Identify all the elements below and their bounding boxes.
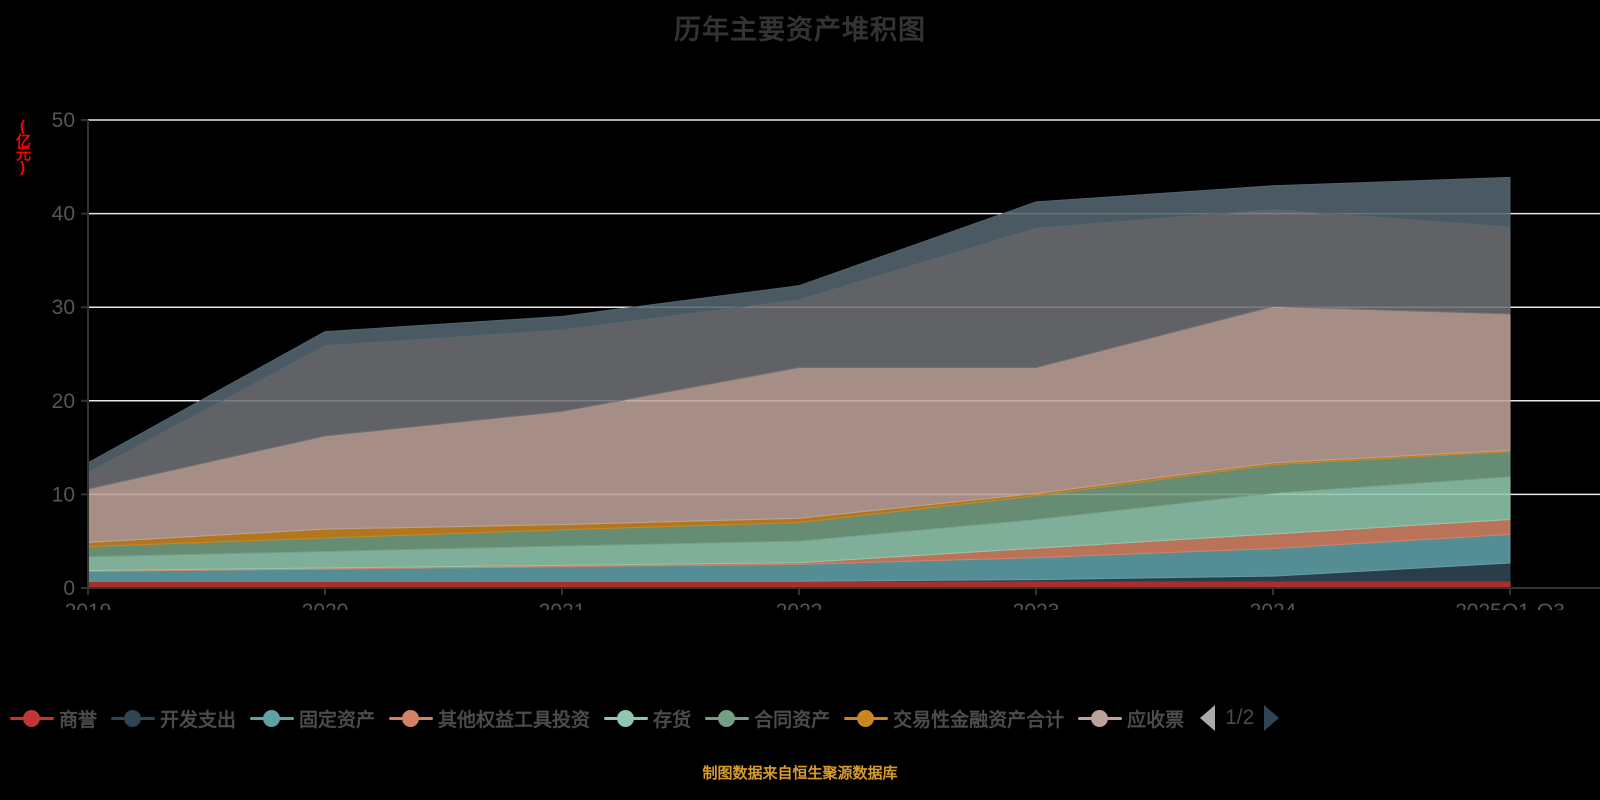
legend-item[interactable]: 开发支出 [111, 705, 236, 732]
y-tick-label: 30 [52, 296, 75, 319]
y-tick-label: 0 [63, 577, 75, 600]
triangle-right-icon[interactable] [1264, 705, 1280, 731]
legend-marker-icon [604, 709, 649, 727]
stacked-area-svg: 0 10 20 30 40 50 2019 2020 2021 2022 2023 2024 2025… [52, 109, 1600, 610]
legend-marker-icon [10, 709, 54, 727]
legend-item[interactable]: 合同资产 [705, 705, 830, 732]
area-series-group[interactable] [87, 176, 1511, 589]
legend-marker-icon [111, 709, 156, 727]
axis-lines [87, 120, 1600, 589]
legend[interactable]: 商誉 开发支出 固定资产 其他权益工具投资 存货 合同资产 交易性金融资产合计 应收票 1/2 [0, 698, 1600, 738]
legend-item-label: 商誉 [59, 709, 98, 731]
legend-item-label: 其他权益工具投资 [438, 709, 591, 731]
x-tick-label: 2022 [776, 600, 823, 610]
x-tick-label: 2021 [539, 600, 586, 610]
legend-item-label: 应收票 [1127, 709, 1185, 731]
y-tick-label: 10 [52, 483, 75, 506]
legend-marker-icon [389, 709, 434, 727]
triangle-left-icon[interactable] [1200, 705, 1216, 731]
legend-item-label: 开发支出 [160, 709, 237, 731]
legend-item[interactable]: 交易性金融资产合计 [844, 705, 1064, 732]
y-tick-label: 50 [52, 109, 75, 132]
legend-item[interactable]: 固定资产 [250, 705, 375, 732]
legend-item[interactable]: 商誉 [10, 705, 97, 732]
x-tick-label: 2023 [1013, 600, 1060, 610]
legend-pager[interactable]: 1/2 [1200, 705, 1280, 731]
page-title: 历年主要资产堆积图 [674, 15, 926, 45]
legend-marker-icon [844, 709, 889, 727]
x-tick-label: 2025Q1-Q3 [1455, 600, 1565, 610]
legend-marker-icon [1078, 709, 1123, 727]
x-tick-label: 2024 [1250, 600, 1297, 610]
area-series[interactable] [87, 580, 1511, 589]
y-tick-label: 20 [52, 390, 75, 413]
x-tick-label: 2020 [302, 600, 349, 610]
x-axis-ticks: 2019 2020 2021 2022 2023 2024 2025Q1-Q3 [65, 588, 1565, 610]
legend-marker-icon [705, 709, 750, 727]
legend-item-label: 交易性金融资产合计 [893, 709, 1065, 731]
legend-item[interactable]: 其他权益工具投资 [389, 705, 590, 732]
legend-item-label: 合同资产 [754, 709, 831, 731]
y-axis-unit-label: (亿元) [14, 118, 31, 174]
plot-area: 0 10 20 30 40 50 2019 2020 2021 2022 2023 2024 2025… [0, 90, 1600, 610]
y-tick-label: 40 [52, 203, 75, 226]
y-axis-ticks: 0 10 20 30 40 50 [52, 109, 88, 600]
legend-item[interactable]: 应收票 [1078, 705, 1184, 732]
legend-item-label: 固定资产 [299, 709, 376, 731]
area-series[interactable] [87, 176, 1511, 474]
legend-item-label: 存货 [653, 709, 692, 731]
legend-page-indicator: 1/2 [1225, 706, 1255, 729]
footer-note: 制图数据来自恒生聚源数据库 [702, 765, 898, 782]
legend-item[interactable]: 存货 [604, 705, 691, 732]
legend-marker-icon [250, 709, 295, 727]
x-tick-label: 2019 [65, 600, 112, 610]
